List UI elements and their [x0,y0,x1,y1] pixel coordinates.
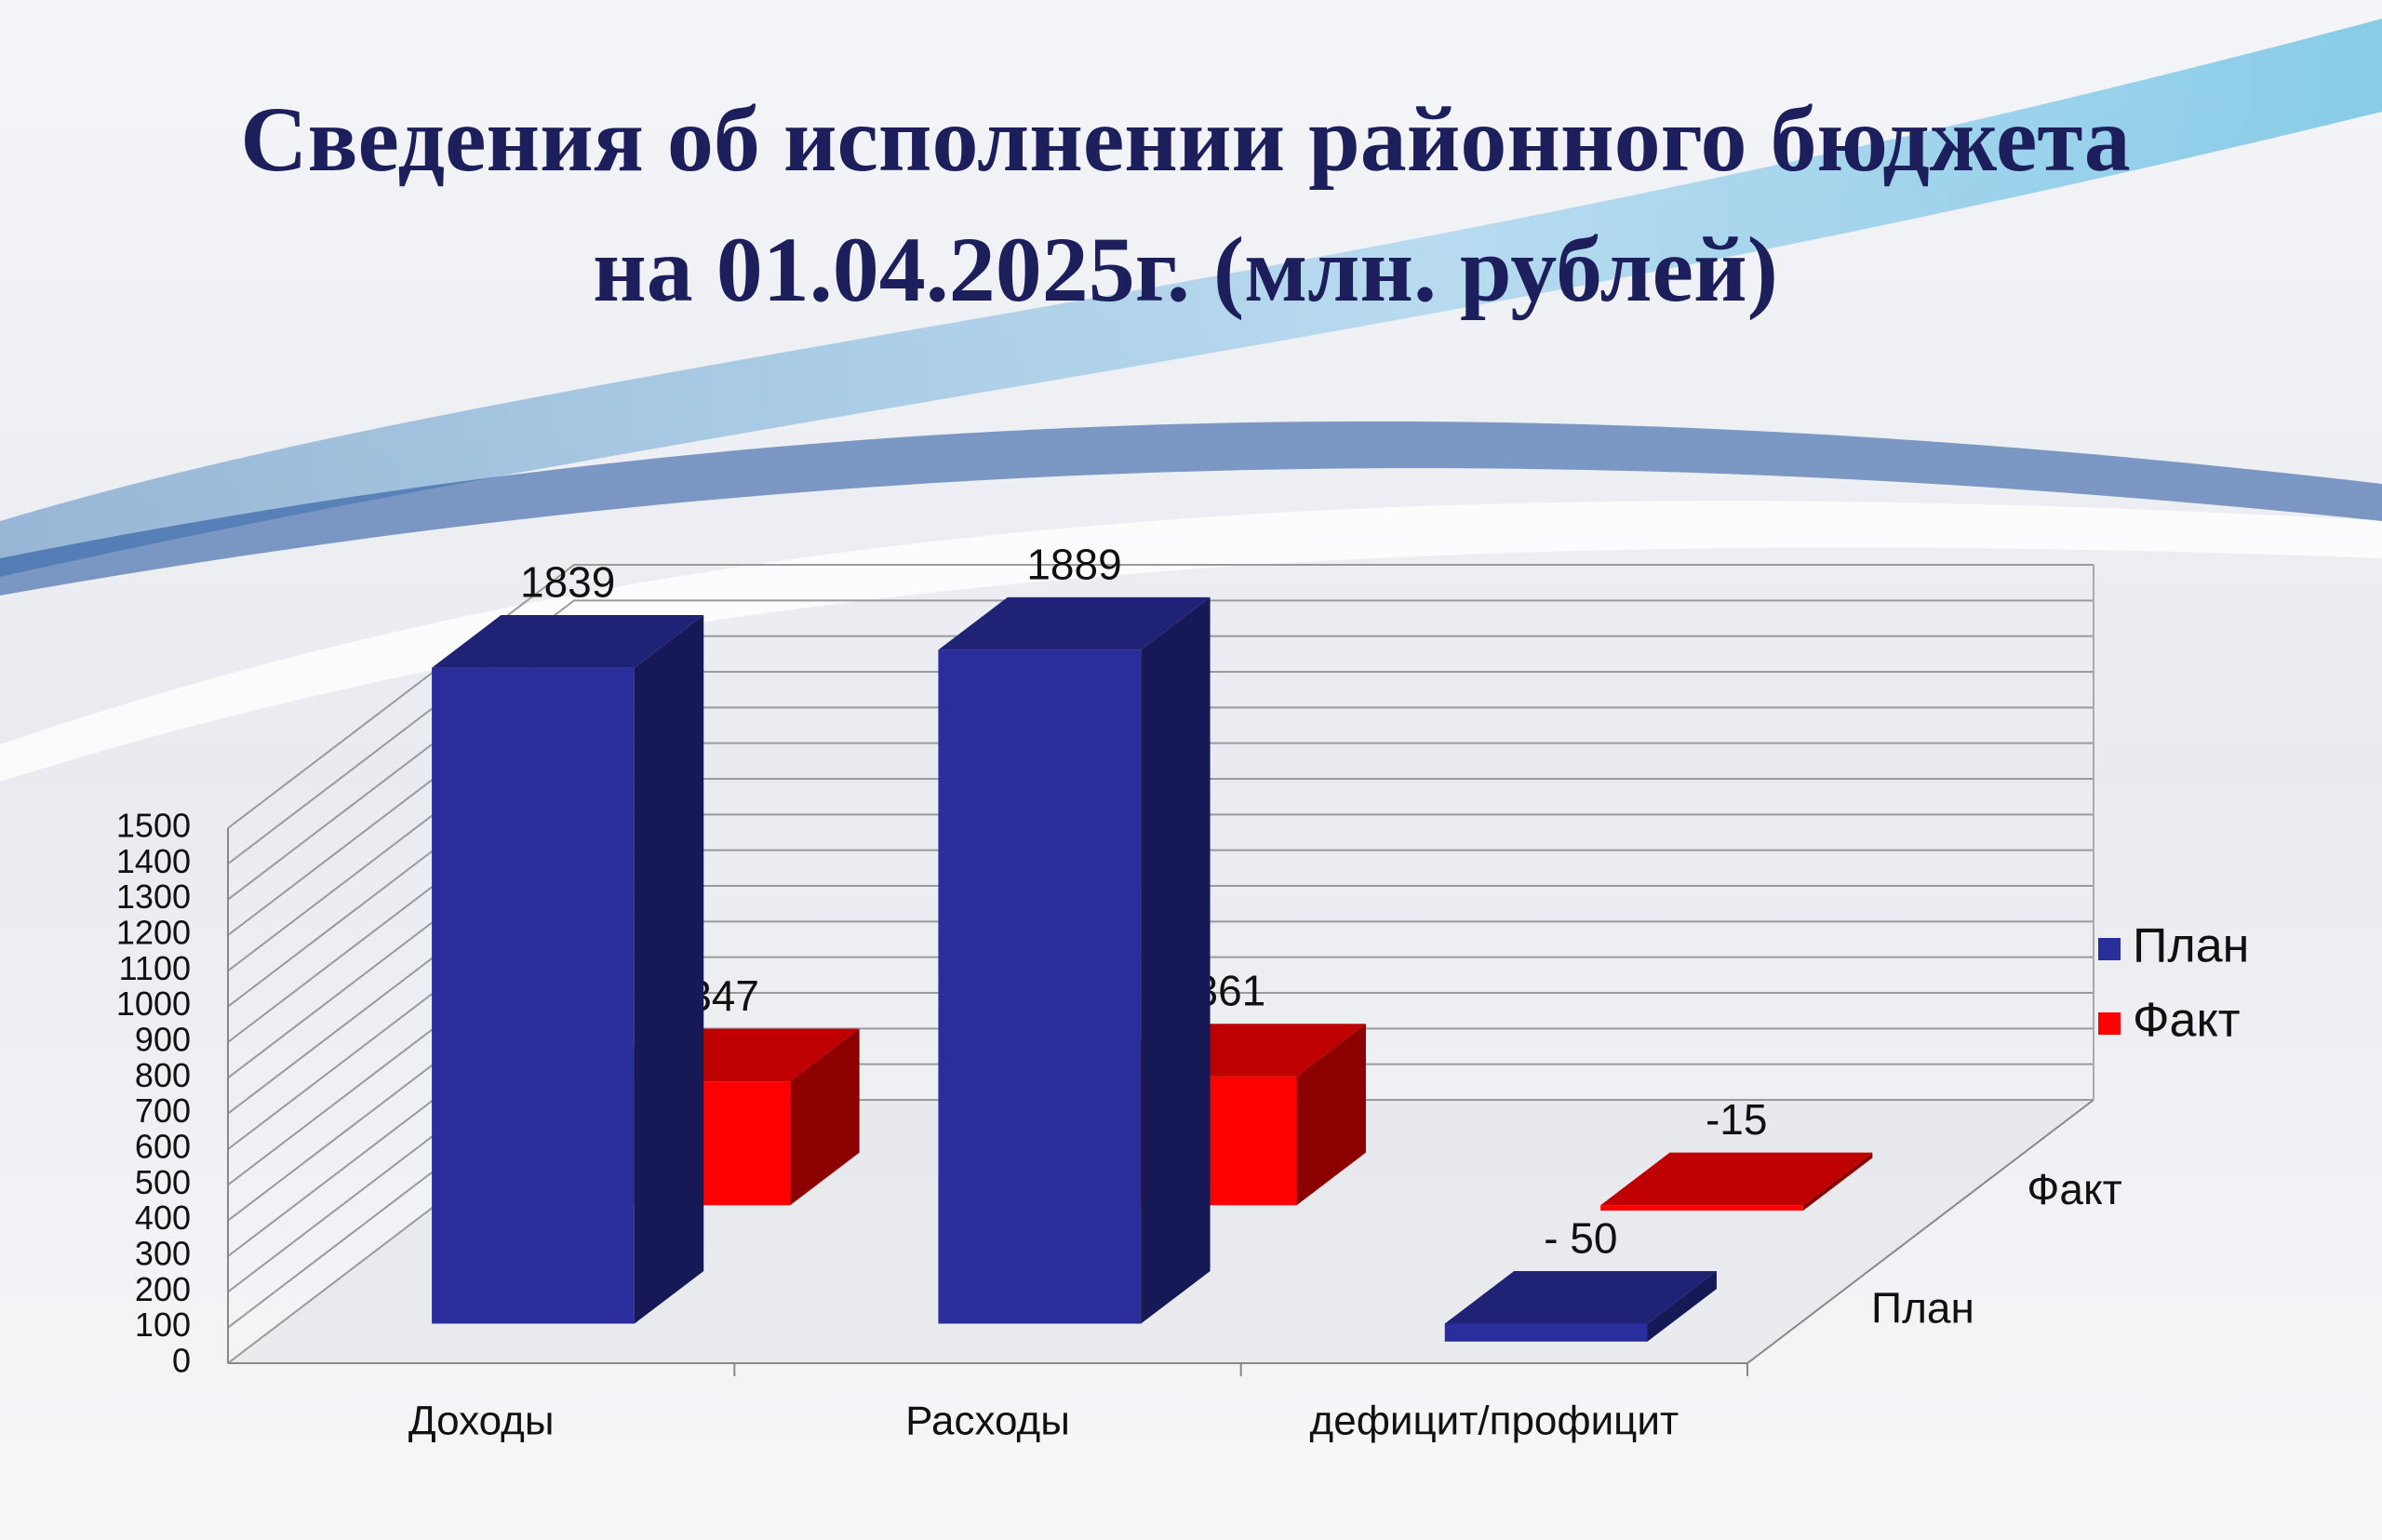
y-tick-label: 500 [135,1163,191,1201]
grid-line [227,599,2094,865]
y-tick-label: 1200 [116,914,191,952]
bar-face [432,667,635,1324]
bar [1600,1152,1873,1211]
depth-label: Факт [2027,1165,2121,1213]
y-tick-label: 200 [135,1270,191,1308]
swoosh [0,421,2382,596]
y-tick-label: 1300 [116,877,191,916]
data-label: 1889 [1026,540,1121,588]
bar-face [1141,596,1211,1324]
y-tick-label: 1500 [116,807,191,845]
bar-face [1600,1152,1873,1206]
data-label: - 50 [1544,1213,1617,1262]
bar-face [1802,1152,1873,1211]
x-tick-label: дефицит/профицит [1310,1399,1679,1444]
bar-face [790,1028,860,1206]
bar-face [1647,1270,1717,1342]
legend-swatch [2098,1012,2121,1035]
bar-face [1444,1323,1648,1342]
y-tick-label: 600 [135,1128,191,1166]
y-tick-label: 300 [135,1235,191,1273]
bar [432,615,704,1324]
y-tick-label: 1100 [119,949,191,987]
bar-face [634,615,704,1324]
y-tick-label: 1400 [116,842,191,880]
bar-face [432,615,704,668]
chart-title: на 01.04.2025г. (млн. рублей) [593,218,1778,321]
bar-face [938,649,1142,1324]
swoosh [0,19,2382,577]
y-tick-label: 900 [135,1021,191,1059]
legend-label: Факт [2133,994,2241,1048]
bar-face [1296,1024,1366,1206]
data-label: 1839 [520,557,615,606]
depth-axis [1746,1099,2094,1364]
y-tick-label: 0 [172,1342,191,1380]
legend-label: План [2133,919,2249,973]
chart-title: Сведения об исполнении районного бюджета [240,87,2130,191]
bar [938,596,1211,1324]
depth-label: План [1871,1283,1974,1332]
legend-swatch [2098,938,2121,960]
x-tick-label: Доходы [408,1399,555,1444]
grid-line [227,564,2094,829]
y-tick-label: 700 [135,1091,191,1130]
x-tick-label: Расходы [905,1399,1070,1444]
y-tick-label: 100 [135,1306,191,1344]
bar-face [1600,1205,1803,1211]
y-tick-label: 800 [135,1056,191,1094]
data-label: -15 [1706,1095,1767,1144]
bar-face [938,596,1211,650]
y-tick-label: 400 [135,1199,191,1237]
bar-face [1444,1270,1717,1324]
y-tick-label: 1000 [116,984,191,1023]
bar [1444,1270,1717,1342]
